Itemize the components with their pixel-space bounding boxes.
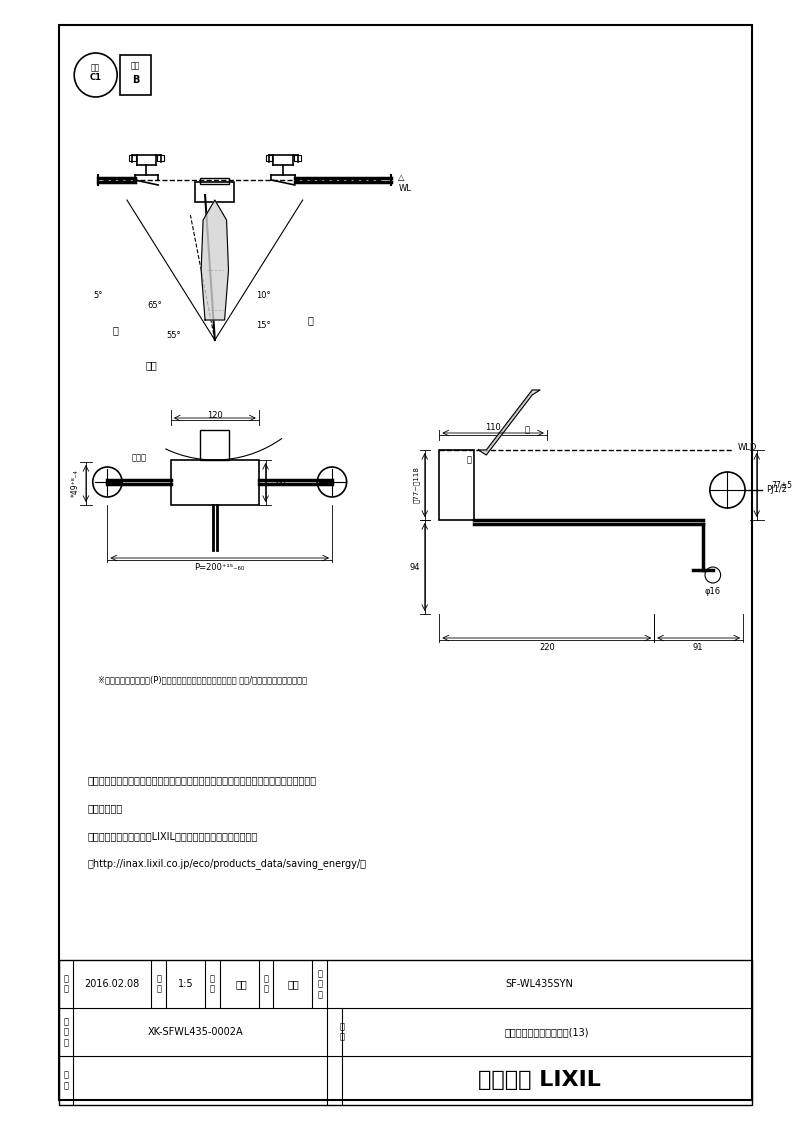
Text: XK-SFWL435-0002A: XK-SFWL435-0002A: [147, 1028, 243, 1037]
Text: ・節湯記号については、LIXILホームページを参照ください。: ・節湯記号については、LIXILホームページを参照ください。: [88, 831, 259, 841]
Text: ※印寝法は配管ピッチ(P)が最大〜最小の場合を（標準寝法 最大/最小）で示しています。: ※印寝法は配管ピッチ(P)が最大〜最小の場合を（標準寝法 最大/最小）で示してい…: [98, 676, 307, 685]
Text: C1: C1: [90, 73, 102, 82]
Text: 65°: 65°: [147, 301, 162, 310]
Bar: [157, 155, 164, 161]
Text: 図
番
号: 図 番 号: [63, 1017, 68, 1047]
Text: B: B: [132, 75, 140, 85]
Text: 品
名: 品 名: [339, 1022, 344, 1042]
Text: 60: 60: [275, 478, 286, 487]
Text: WLD: WLD: [737, 444, 757, 453]
Text: 節湯: 節湯: [91, 64, 101, 73]
Text: 15°: 15°: [256, 320, 271, 329]
Text: 91: 91: [693, 643, 703, 652]
Bar: [200, 179, 229, 184]
Text: 55°: 55°: [167, 330, 181, 339]
Text: 水: 水: [308, 314, 313, 325]
Text: SF-WL435SYN: SF-WL435SYN: [505, 979, 573, 989]
Text: 開: 開: [525, 426, 530, 435]
Text: 尺
度: 尺 度: [156, 975, 161, 994]
Bar: [59, 25, 752, 1101]
Bar: [200, 430, 229, 460]
Text: （http://inax.lixil.co.jp/eco/products_data/saving_energy/）: （http://inax.lixil.co.jp/eco/products_da…: [88, 859, 367, 869]
Bar: [266, 155, 273, 161]
Bar: [59, 960, 752, 1105]
Text: 77±5: 77±5: [772, 481, 792, 490]
Bar: [170, 460, 259, 505]
Text: P=200⁺¹⁵₋₆₀: P=200⁺¹⁵₋₆₀: [194, 564, 245, 573]
Text: 閉: 閉: [466, 456, 471, 465]
Text: 取付脚: 取付脚: [132, 454, 147, 463]
Text: PJ1/2: PJ1/2: [767, 485, 787, 494]
Text: 2016.02.08: 2016.02.08: [85, 979, 140, 989]
Text: φ16: φ16: [705, 587, 721, 596]
Polygon shape: [201, 200, 228, 320]
Text: ・（水抜式）: ・（水抜式）: [88, 803, 123, 813]
Text: 220: 220: [539, 643, 554, 652]
Text: △
WL: △ WL: [398, 173, 412, 193]
Text: 宮本: 宮本: [236, 979, 247, 989]
Text: 備
考: 備 考: [63, 1071, 68, 1090]
Text: 節湯: 節湯: [131, 62, 140, 71]
Text: 120: 120: [207, 411, 223, 420]
Bar: [294, 155, 301, 161]
Text: 1:5: 1:5: [178, 979, 193, 989]
Text: シングルレバー混合水栓(13): シングルレバー混合水栓(13): [504, 1028, 589, 1037]
Polygon shape: [478, 390, 540, 455]
Text: 混合: 混合: [145, 360, 157, 369]
Text: 品
番
号: 品 番 号: [317, 969, 322, 998]
Bar: [439, 450, 473, 520]
Text: 10°: 10°: [256, 291, 271, 300]
Text: 製
図: 製 図: [210, 975, 215, 994]
Bar: [129, 155, 136, 161]
Text: 検
図: 検 図: [263, 975, 269, 994]
Text: 池川: 池川: [287, 979, 299, 989]
Text: 株式会示 LIXIL: 株式会示 LIXIL: [477, 1070, 600, 1090]
Text: 110: 110: [485, 423, 501, 432]
Text: 湯: 湯: [113, 325, 118, 335]
Text: 5°: 5°: [93, 291, 102, 300]
Text: 94: 94: [409, 563, 419, 572]
Text: ・流量調節栓は取付脚に付いています。取替えの際は、取付脚ごと交換してください。: ・流量調節栓は取付脚に付いています。取替えの際は、取付脚ごと交換してください。: [88, 775, 317, 785]
Text: 開77~閉118: 開77~閉118: [413, 466, 419, 503]
Bar: [195, 182, 235, 202]
Text: 日
付: 日 付: [63, 975, 68, 994]
Text: *49⁺⁸₋₄: *49⁺⁸₋₄: [71, 469, 80, 496]
Bar: [120, 55, 151, 95]
